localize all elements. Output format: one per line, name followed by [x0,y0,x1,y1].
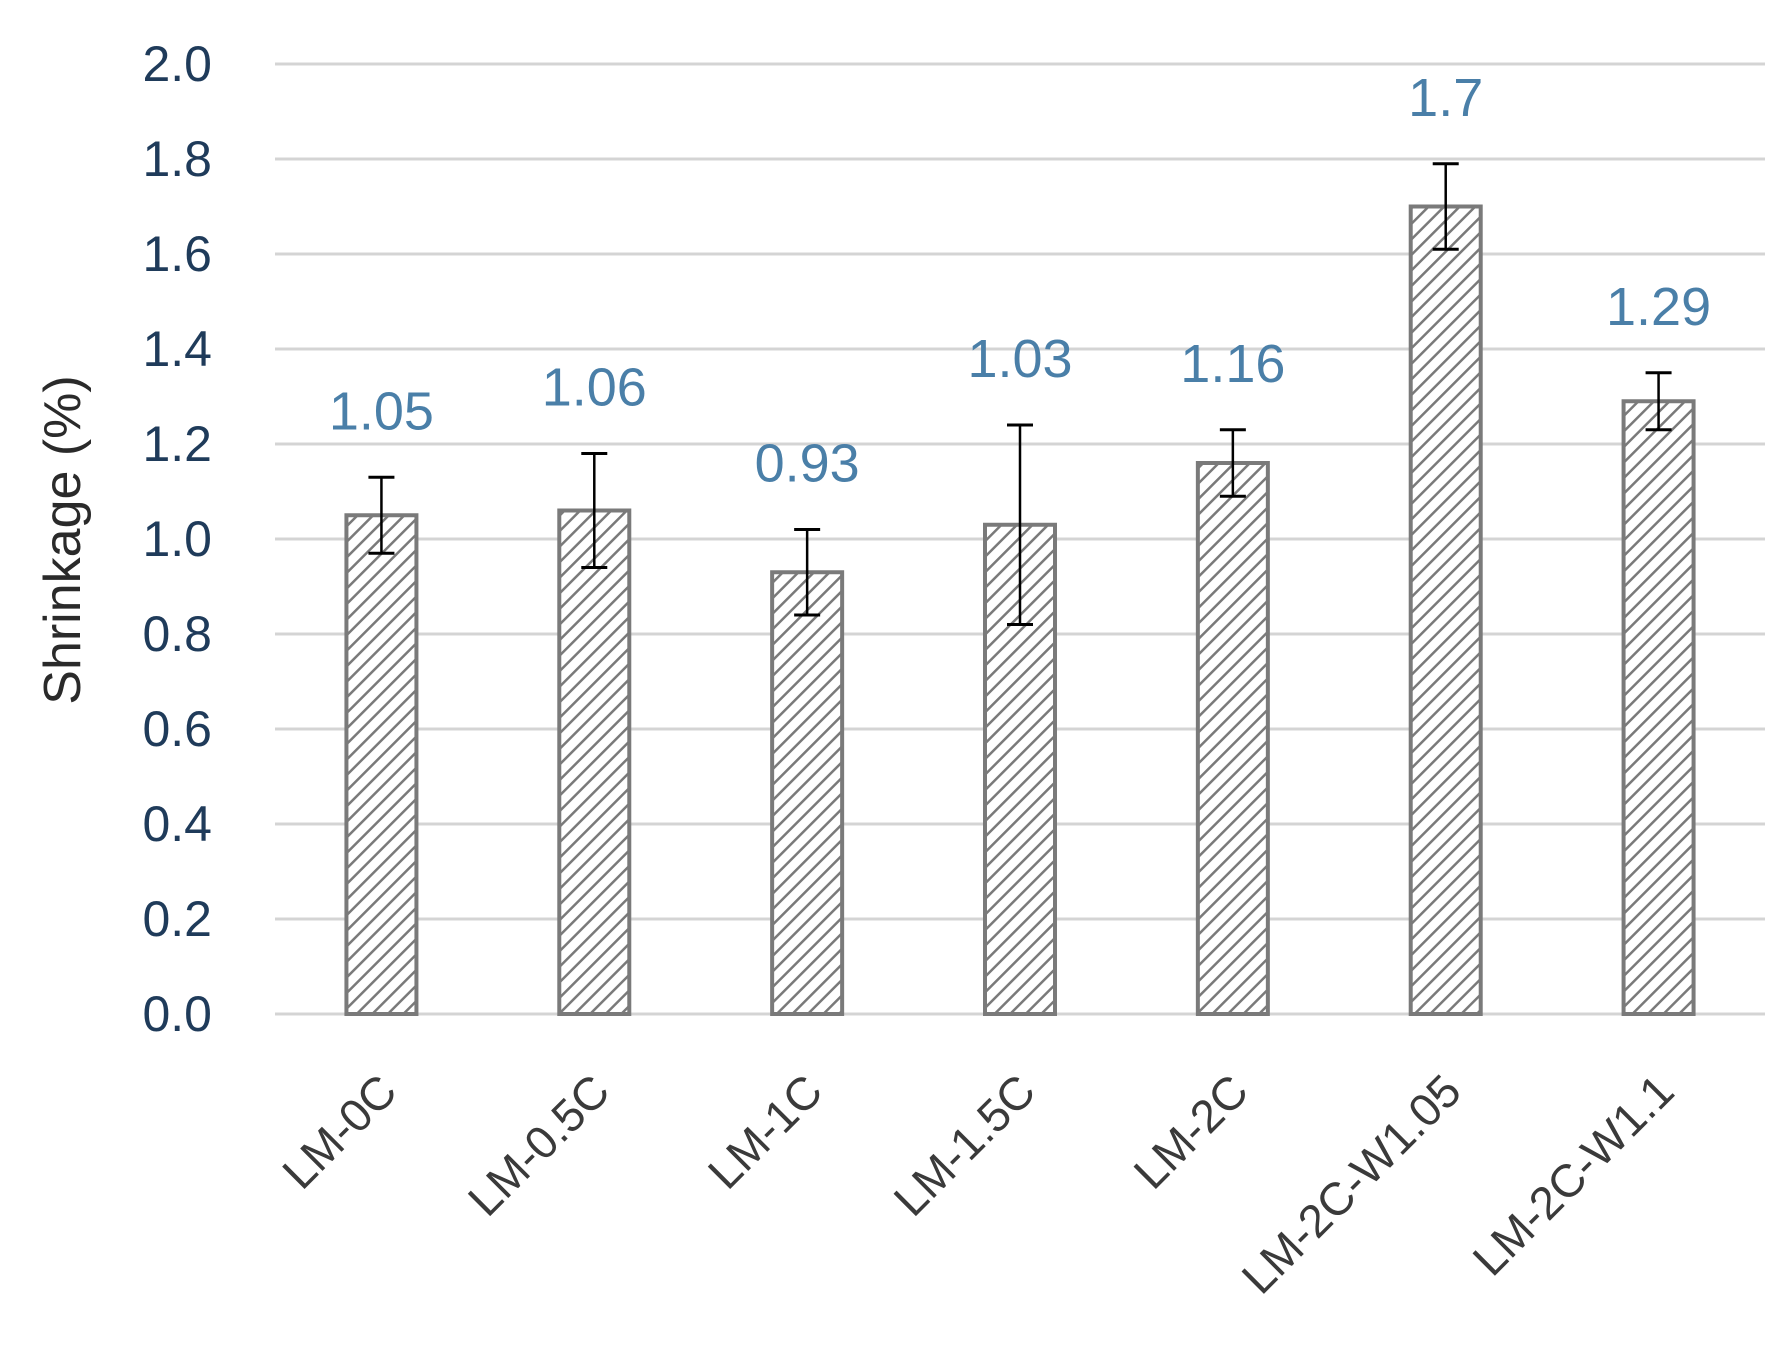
x-tick-label: LM-2C [1124,1064,1258,1198]
x-tick-label: LM-1C [698,1064,832,1198]
x-tick-label: LM-0.5C [458,1064,619,1225]
y-tick-label: 1.8 [142,131,212,187]
y-axis-label: Shrinkage (%) [34,375,92,704]
y-tick-label: 2.0 [142,36,212,92]
data-label: 0.93 [755,434,860,494]
data-label: 1.7 [1408,68,1483,128]
y-axis-ticks: 0.0 0.2 0.4 0.6 0.8 1.0 1.2 1.4 1.6 1.8 2.0 [142,36,212,1042]
bar [557,508,632,1016]
x-tick-label: LM-2C-W1.1 [1463,1064,1684,1285]
x-tick-label: LM-0C [272,1064,406,1198]
bar [770,570,845,1016]
x-tick-label: LM-1.5C [884,1064,1045,1225]
bar [1408,204,1483,1016]
x-tick-label: LM-2C-W1.05 [1232,1064,1471,1303]
y-tick-label: 1.4 [142,321,212,377]
x-axis-ticks: LM-0C LM-0.5C LM-1C LM-1.5C LM-2CLM-2C-W1.05… [272,1064,1684,1303]
y-tick-label: 0.4 [142,796,212,852]
bars [344,204,1696,1016]
y-tick-label: 1.6 [142,226,212,282]
data-label: 1.05 [329,381,434,441]
error-bars [368,162,1672,626]
y-tick-label: 1.2 [142,416,212,472]
bar [344,513,419,1016]
bar [1621,399,1696,1016]
y-tick-label: 1.0 [142,511,212,567]
data-label: 1.06 [542,358,647,418]
y-tick-label: 0.8 [142,606,212,662]
data-label: 1.16 [1180,334,1285,394]
data-label: 1.03 [967,329,1072,389]
y-tick-label: 0.2 [142,891,212,947]
data-labels: 1.05 1.06 0.93 1.03 1.16 1.7 1.29 [329,68,1711,494]
bar [1195,461,1270,1016]
data-label: 1.29 [1606,277,1711,337]
y-tick-label: 0.6 [142,701,212,757]
y-tick-label: 0.0 [142,986,212,1042]
